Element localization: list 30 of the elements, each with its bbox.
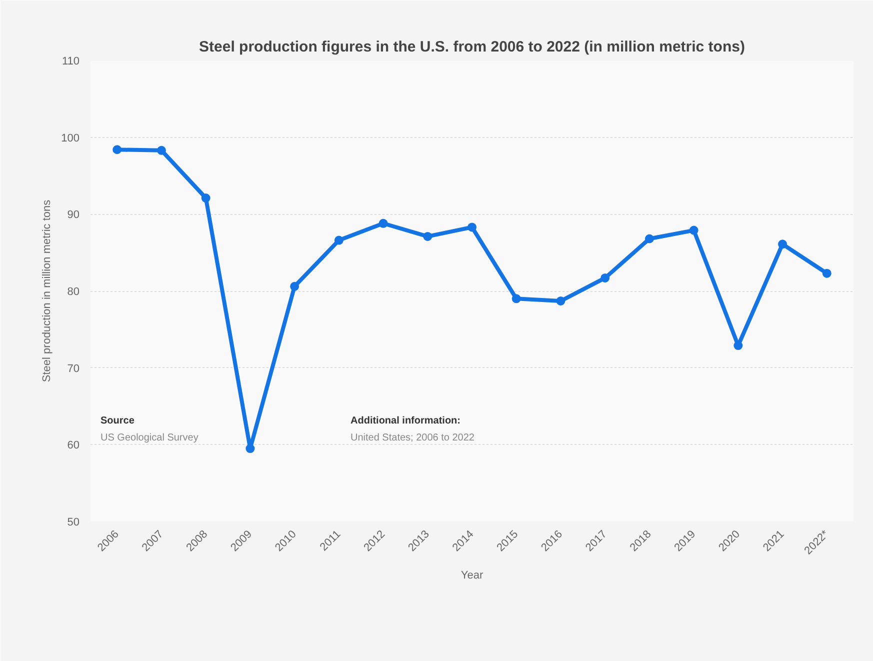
y-tick-label: 100 <box>61 132 80 144</box>
point <box>156 146 166 155</box>
y-tick-label: 90 <box>67 209 80 222</box>
point <box>512 294 521 304</box>
annotation: US Geological Survey <box>100 432 198 444</box>
y-tick-label: 60 <box>67 440 80 452</box>
point <box>644 234 654 244</box>
annotation: United States; 2006 to 2022 <box>350 432 475 444</box>
point <box>201 194 210 203</box>
point <box>822 268 832 278</box>
point <box>378 218 388 228</box>
y-tick-label: 80 <box>67 286 80 298</box>
y-axis-title: Steel production in million metric tons <box>41 199 54 382</box>
point <box>689 226 698 235</box>
point <box>246 444 255 453</box>
point <box>290 282 300 291</box>
x-axis-title: Year <box>460 569 484 582</box>
point <box>778 240 788 249</box>
annotation: Additional information: <box>350 416 460 426</box>
chart-title: Steel production figures in the U.S. from 2006 to 2022 (in million metric tons) <box>199 38 745 56</box>
point <box>556 296 566 306</box>
point <box>423 232 432 241</box>
y-tick-label: 110 <box>62 56 80 68</box>
y-tick-label: 70 <box>67 362 80 375</box>
point <box>600 273 610 282</box>
point <box>112 145 122 154</box>
y-tick-label: 50 <box>67 516 80 528</box>
point <box>468 222 476 232</box>
annotation: Source <box>100 416 135 426</box>
point <box>334 236 344 245</box>
